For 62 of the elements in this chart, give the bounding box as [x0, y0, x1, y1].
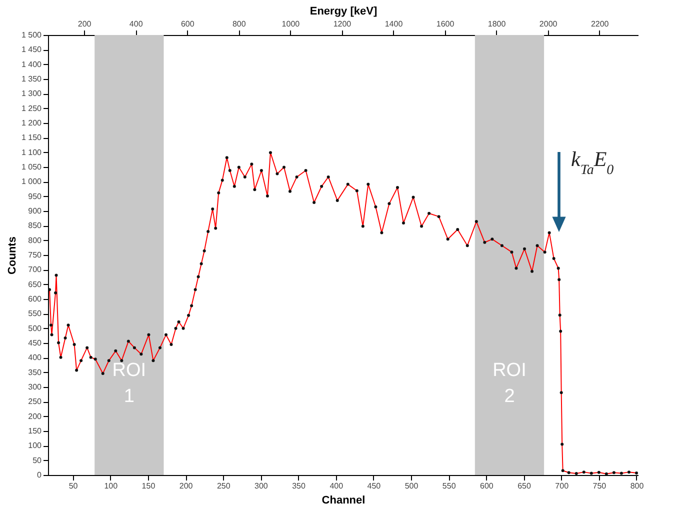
y-tick-label: 250 [28, 397, 42, 406]
x-tick-label: 800 [630, 482, 644, 490]
x2-tick-label: 1800 [488, 20, 506, 28]
x-tick-label: 550 [442, 482, 456, 490]
y-tick-label: 100 [28, 441, 42, 450]
y-tick-label: 1 500 [21, 30, 42, 40]
x2-tick-label: 200 [78, 20, 92, 28]
x-tick-label: 50 [68, 482, 78, 490]
y-tick-label: 1 200 [21, 118, 42, 128]
y-tick-label: 50 [32, 456, 42, 465]
y-tick-label: 550 [28, 309, 42, 318]
y-tick-label: 900 [28, 206, 42, 216]
x2-tick-label: 1000 [282, 20, 300, 28]
x-tick-label: 350 [292, 482, 306, 490]
y-tick-label: 1 150 [21, 133, 42, 142]
y-tick-label: 200 [28, 412, 42, 421]
y-tick-label: 1 400 [21, 60, 42, 69]
y-tick-label: 350 [28, 368, 42, 377]
y-tick-label: 1 100 [21, 148, 42, 157]
y-tick-label: 300 [28, 382, 42, 392]
y-tick-label: 650 [28, 280, 42, 289]
y-tick-label: 800 [28, 236, 42, 245]
x-tick-label: 400 [330, 482, 344, 490]
x2-tick-label: 800 [232, 20, 246, 28]
y-tick-label: 1 300 [21, 89, 42, 98]
y-tick-label: 150 [28, 426, 42, 436]
x-tick-label: 600 [480, 482, 494, 490]
x2-tick-label: 2200 [590, 20, 610, 28]
x-tick-label: 200 [179, 482, 194, 490]
y-tick-label: 1 050 [21, 162, 42, 172]
x-tick-label: 750 [592, 482, 607, 490]
y-tick-label: 600 [28, 294, 42, 304]
y-tick-label: 1 450 [21, 45, 42, 54]
y-tick-label: 1 000 [21, 177, 42, 186]
x2-tick-label: 1600 [436, 20, 455, 28]
y-tick-label: 0 [37, 470, 42, 480]
y-tick-label: 850 [28, 221, 42, 230]
y-tick-label: 400 [28, 353, 42, 362]
x2-tick-label: 1400 [384, 20, 404, 28]
x-tick-label: 500 [404, 482, 419, 490]
x-tick-label: 150 [142, 482, 156, 490]
y-tick-label: 1 350 [21, 74, 42, 84]
y-tick-label: 950 [28, 192, 42, 201]
x-tick-label: 700 [555, 482, 570, 490]
x-tick-label: 250 [216, 482, 231, 490]
y-tick-label: 1 250 [21, 104, 42, 113]
x2-tick-label: 400 [129, 20, 144, 28]
annotation: k$_{Ta}$E$_{0}$ [571, 147, 614, 178]
y-axis-title: Counts [6, 236, 18, 274]
y-tick-label: 450 [28, 338, 42, 348]
y-tick-label: 700 [28, 265, 42, 274]
y-tick-label: 500 [28, 324, 42, 333]
x2-tick-label: 1200 [333, 20, 352, 28]
x-tick-label: 450 [367, 482, 382, 490]
x2-axis-title: Energy [keV] [310, 6, 378, 18]
x-tick-label: 300 [254, 482, 268, 490]
x2-tick-label: 600 [180, 20, 195, 28]
x-tick-label: 650 [518, 482, 532, 490]
x-axis-title: Channel [322, 494, 366, 506]
x-tick-label: 100 [104, 482, 118, 490]
y-tick-label: 750 [28, 250, 42, 260]
x2-tick-label: 2000 [539, 20, 558, 28]
